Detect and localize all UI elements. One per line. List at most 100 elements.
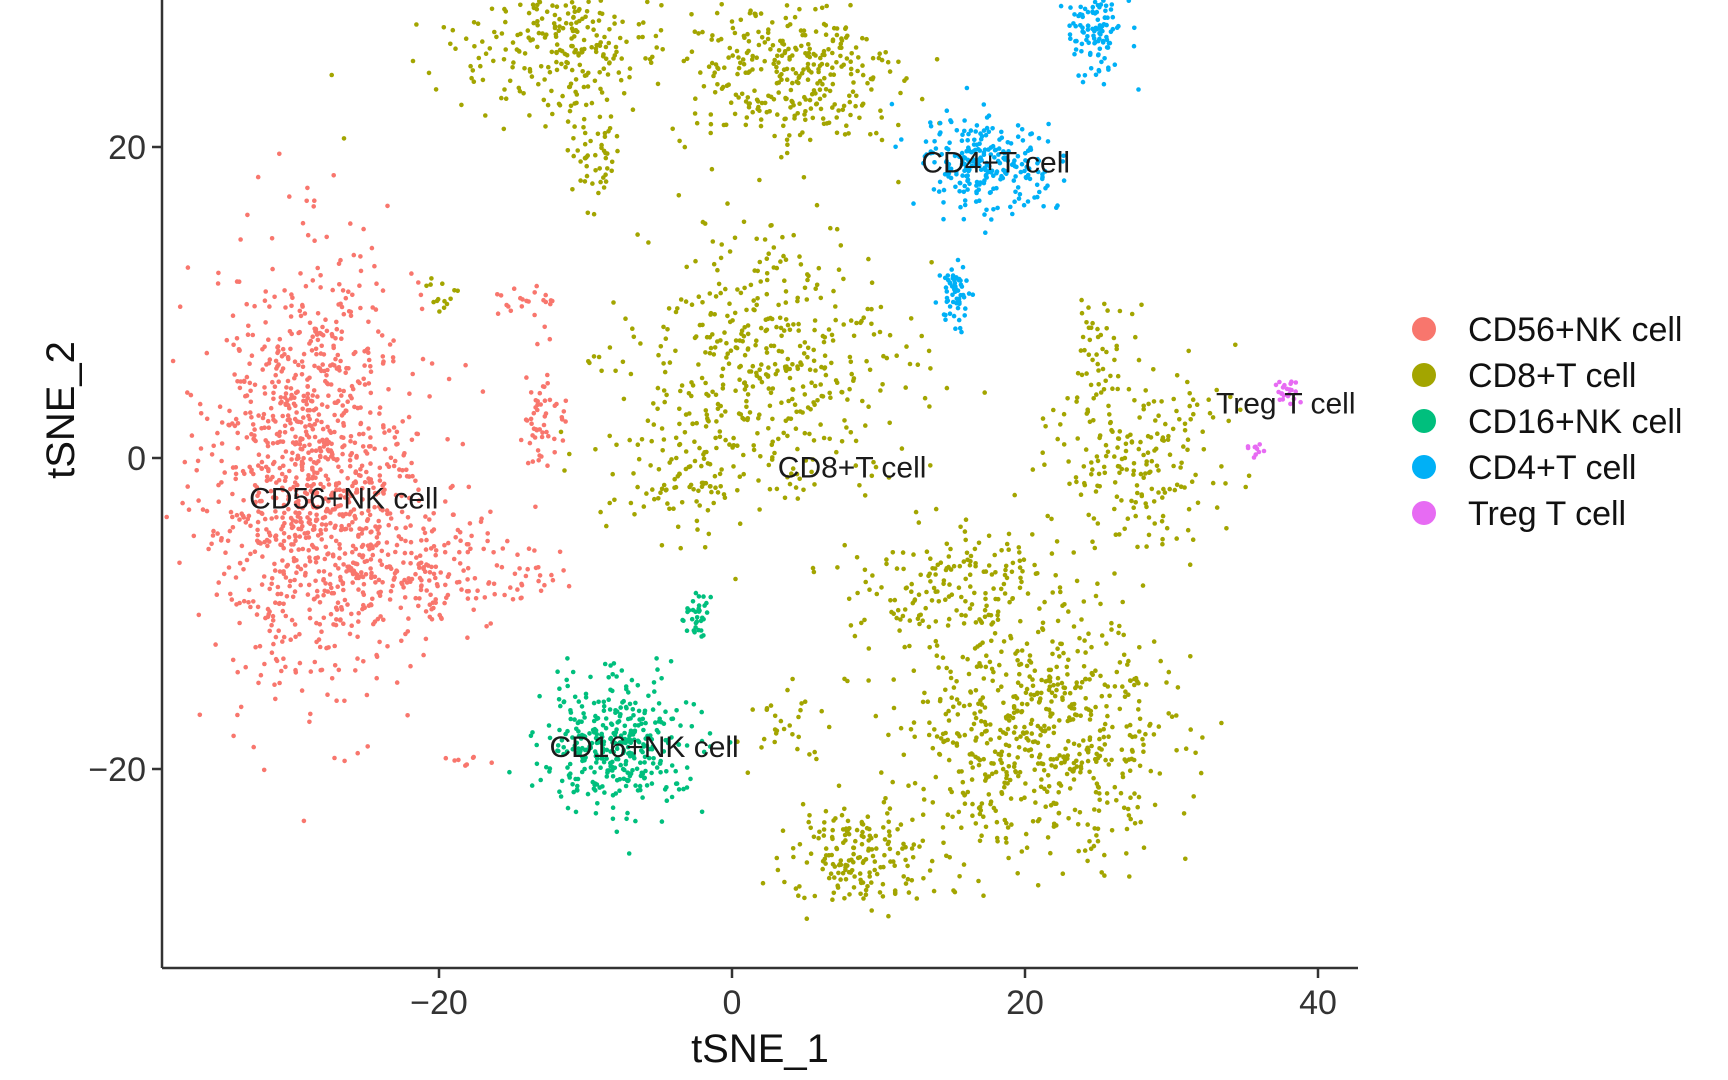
- data-point: [929, 858, 935, 864]
- data-point: [795, 446, 800, 452]
- data-point: [331, 622, 336, 627]
- data-point: [602, 130, 608, 136]
- data-point: [915, 362, 921, 368]
- data-point: [1121, 652, 1127, 658]
- data-point: [900, 550, 906, 555]
- data-point: [617, 740, 623, 745]
- data-point: [538, 777, 543, 783]
- data-point: [593, 168, 598, 173]
- data-point: [296, 526, 301, 532]
- data-point: [1045, 139, 1051, 144]
- data-point: [921, 160, 926, 166]
- data-point: [845, 33, 850, 39]
- data-point: [457, 549, 462, 555]
- data-point: [552, 25, 558, 31]
- data-point: [336, 464, 341, 470]
- data-point: [347, 631, 353, 637]
- data-point: [337, 387, 342, 393]
- data-point: [782, 879, 787, 885]
- data-point: [978, 698, 983, 703]
- data-point: [1035, 629, 1041, 635]
- data-point: [962, 202, 968, 208]
- data-point: [630, 107, 636, 112]
- data-point: [884, 355, 890, 361]
- data-point: [632, 723, 638, 728]
- data-point: [277, 465, 283, 471]
- data-point: [770, 386, 776, 391]
- data-point: [868, 132, 873, 137]
- data-point: [489, 6, 495, 12]
- data-point: [995, 596, 1001, 602]
- data-point: [332, 429, 337, 435]
- data-point: [328, 520, 333, 526]
- data-point: [285, 562, 291, 568]
- data-point: [1256, 449, 1262, 455]
- data-point: [1132, 25, 1137, 31]
- data-point: [714, 419, 719, 424]
- data-point: [736, 65, 742, 71]
- data-point: [288, 386, 294, 391]
- data-point: [848, 71, 854, 77]
- data-point: [877, 51, 882, 56]
- data-point: [811, 834, 817, 840]
- data-point: [1072, 12, 1077, 17]
- data-point: [315, 504, 321, 510]
- data-point: [664, 487, 669, 493]
- data-point: [1079, 310, 1085, 316]
- series-cd56-nk-cell: [164, 151, 572, 824]
- data-point: [1082, 482, 1088, 488]
- data-point: [266, 360, 272, 366]
- data-point: [570, 735, 575, 740]
- data-point: [806, 819, 811, 825]
- data-point: [1107, 420, 1113, 426]
- data-point: [569, 67, 575, 73]
- data-point: [188, 392, 194, 398]
- data-point: [269, 516, 275, 521]
- data-point: [262, 344, 267, 350]
- data-point: [1059, 641, 1064, 647]
- data-point: [967, 572, 973, 577]
- data-point: [658, 490, 663, 496]
- data-point: [945, 623, 951, 628]
- data-point: [534, 761, 540, 767]
- data-point: [455, 527, 461, 533]
- data-point: [1193, 472, 1198, 478]
- data-point: [878, 108, 883, 113]
- data-point: [976, 805, 982, 811]
- data-point: [1040, 620, 1046, 626]
- data-point: [710, 33, 715, 38]
- data-point: [301, 415, 306, 420]
- data-point: [644, 491, 649, 496]
- data-point: [1087, 677, 1092, 682]
- data-point: [256, 413, 261, 418]
- data-point: [1092, 28, 1097, 34]
- data-point: [822, 335, 828, 340]
- data-point: [777, 315, 783, 321]
- data-point: [838, 53, 843, 59]
- data-point: [309, 542, 315, 548]
- data-point: [764, 271, 770, 276]
- data-point: [305, 395, 311, 401]
- data-point: [786, 46, 791, 52]
- data-point: [280, 523, 286, 529]
- data-point: [1122, 694, 1128, 699]
- data-point: [733, 345, 739, 350]
- data-point: [821, 121, 827, 127]
- data-point: [276, 348, 281, 354]
- legend-item: Treg T cell: [1412, 495, 1626, 533]
- data-point: [371, 621, 376, 627]
- data-point: [753, 342, 758, 348]
- data-point: [1078, 713, 1083, 718]
- data-point: [735, 287, 740, 292]
- data-point: [264, 478, 270, 484]
- data-point: [280, 639, 285, 644]
- data-point: [294, 410, 299, 415]
- data-point: [337, 542, 342, 547]
- data-point: [456, 757, 461, 763]
- data-point: [252, 382, 258, 388]
- data-point: [774, 69, 779, 75]
- data-point: [323, 317, 328, 323]
- data-point: [1025, 172, 1031, 178]
- data-point: [909, 846, 915, 851]
- data-point: [901, 566, 906, 572]
